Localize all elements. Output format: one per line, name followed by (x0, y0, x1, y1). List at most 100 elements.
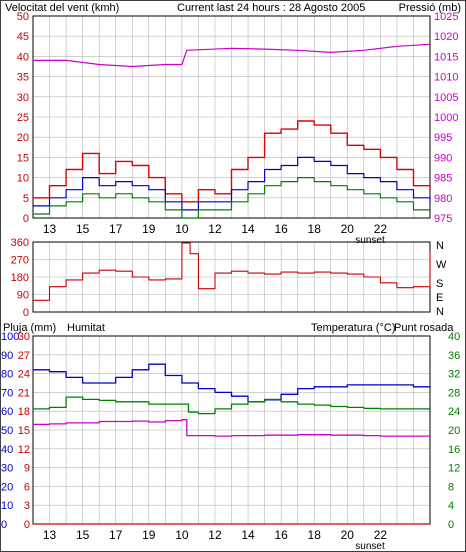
wind-y-tick-label: 40 (17, 51, 29, 63)
wind-y-tick-label: 50 (17, 11, 29, 23)
wind-x-tick-label: 18 (308, 222, 322, 236)
temperature-line (33, 396, 430, 415)
wind-y-tick-label: 15 (17, 152, 29, 164)
wind-plot-border (32, 15, 431, 219)
humidity-y-tick-label: 24 (18, 369, 30, 381)
wind-y-tick-label: 5 (23, 193, 29, 205)
humidity-y-tick-label: 6 (24, 481, 30, 493)
direction-y-tick-label: 180 (11, 272, 29, 284)
direction-label-e: E (436, 292, 443, 304)
humidity-y-tick-label: 30 (18, 331, 30, 343)
direction-label-n: N (436, 240, 444, 252)
humidity-y-tick-label: 21 (18, 387, 30, 399)
climate-x-tick-label: 10 (175, 528, 189, 542)
pressure-y-tick-label: 985 (434, 173, 452, 185)
wind-y-tick-label: 35 (17, 72, 29, 84)
wind-gust-line (33, 177, 430, 219)
temperature-y-tick-label: 20 (448, 425, 460, 437)
wind-x-tick-label: 13 (43, 222, 57, 236)
pressure-y-tick-label: 1000 (434, 112, 458, 124)
rain-y-tick-label: 20 (1, 481, 13, 493)
rain-axis-title: Pluja (mm) (3, 322, 56, 334)
sunset-label-top: sunset (355, 235, 385, 246)
climate-x-tick-label: 17 (109, 528, 123, 542)
pressure-y-tick-label: 1010 (434, 72, 458, 84)
pressure-y-tick-label: 1015 (434, 51, 458, 63)
wind-direction-line (33, 242, 431, 301)
climate-x-tick-label: 13 (43, 528, 57, 542)
rain-y-tick-label: 60 (1, 406, 13, 418)
wind-average-line (33, 156, 431, 211)
pressure-y-tick-label: 1020 (434, 31, 458, 43)
temperature-y-tick-label: 36 (448, 350, 460, 362)
temperature-y-tick-label: 4 (448, 500, 454, 512)
climate-x-tick-label: 22 (374, 528, 388, 542)
temperature-y-tick-label: 0 (448, 519, 454, 531)
pressure-line (33, 43, 431, 68)
direction-y-tick-label: 0 (23, 307, 29, 319)
rain-y-tick-label: 40 (1, 444, 13, 456)
pressure-y-tick-label: 1005 (434, 92, 458, 104)
dew-point-line (33, 419, 430, 437)
wind-x-tick-label: 19 (142, 222, 156, 236)
humidity-y-tick-label: 12 (18, 444, 30, 456)
wind-y-tick-label: 30 (17, 92, 29, 104)
pressure-y-tick-label: 1025 (434, 11, 458, 23)
wind-axis-title: Velocitat del vent (kmh) (5, 2, 119, 14)
humidity-y-tick-label: 9 (24, 463, 30, 475)
climate-x-tick-label: 12 (208, 528, 222, 542)
humidity-y-tick-label: 0 (24, 519, 30, 531)
temperature-y-tick-label: 8 (448, 481, 454, 493)
climate-x-tick-label: 20 (341, 528, 355, 542)
rain-y-tick-label: 70 (1, 387, 13, 399)
wind-y-tick-label: 25 (17, 112, 29, 124)
temperature-y-tick-label: 40 (448, 331, 460, 343)
pressure-axis-title: Pressió (mb) (399, 2, 461, 14)
climate-x-tick-label: 16 (274, 528, 288, 542)
rain-y-tick-label: 90 (1, 350, 13, 362)
rain-y-tick-label: 0 (1, 519, 7, 531)
chart-title: Current last 24 hours : 28 Agosto 2005 (177, 2, 365, 14)
temperature-axis-title: Temperatura (°C) (311, 322, 395, 334)
pressure-y-tick-label: 995 (434, 132, 452, 144)
humidity-y-tick-label: 15 (18, 425, 30, 437)
wind-x-tick-label: 14 (241, 222, 255, 236)
wind-speed-line (33, 120, 431, 203)
wind-y-tick-label: 20 (17, 132, 29, 144)
pressure-y-tick-label: 980 (434, 193, 452, 205)
rain-y-tick-label: 100 (1, 331, 19, 343)
temperature-y-tick-label: 32 (448, 369, 460, 381)
rain-y-tick-label: 50 (1, 425, 13, 437)
wind-x-tick-label: 22 (374, 222, 388, 236)
rain-y-tick-label: 80 (1, 369, 13, 381)
wind-x-tick-label: 12 (208, 222, 222, 236)
wind-x-tick-label: 20 (341, 222, 355, 236)
humidity-axis-title: Humitat (67, 322, 105, 334)
wind-x-tick-label: 10 (175, 222, 189, 236)
wind-x-tick-label: 15 (76, 222, 90, 236)
temperature-y-tick-label: 12 (448, 463, 460, 475)
dew-point-axis-title: Punt rosada (394, 322, 454, 334)
climate-x-tick-label: 19 (142, 528, 156, 542)
direction-y-tick-label: 360 (11, 237, 29, 249)
temperature-y-tick-label: 28 (448, 387, 460, 399)
direction-label-w: W (436, 259, 447, 271)
temperature-y-tick-label: 24 (448, 406, 460, 418)
wind-y-tick-label: 0 (23, 213, 29, 225)
direction-label-s: S (436, 278, 443, 290)
rain-y-tick-label: 30 (1, 463, 13, 475)
direction-y-tick-label: 270 (11, 255, 29, 267)
sunset-label-bottom: sunset (355, 541, 385, 552)
pressure-y-tick-label: 990 (434, 152, 452, 164)
humidity-line (33, 363, 430, 403)
climate-x-tick-label: 15 (76, 528, 90, 542)
climate-x-tick-label: 14 (241, 528, 255, 542)
direction-label-n-bottom: N (436, 306, 444, 318)
direction-y-tick-label: 90 (17, 290, 29, 302)
climate-x-tick-label: 18 (308, 528, 322, 542)
humidity-y-tick-label: 3 (24, 500, 30, 512)
rain-y-tick-label: 10 (1, 500, 13, 512)
temperature-y-tick-label: 16 (448, 444, 460, 456)
